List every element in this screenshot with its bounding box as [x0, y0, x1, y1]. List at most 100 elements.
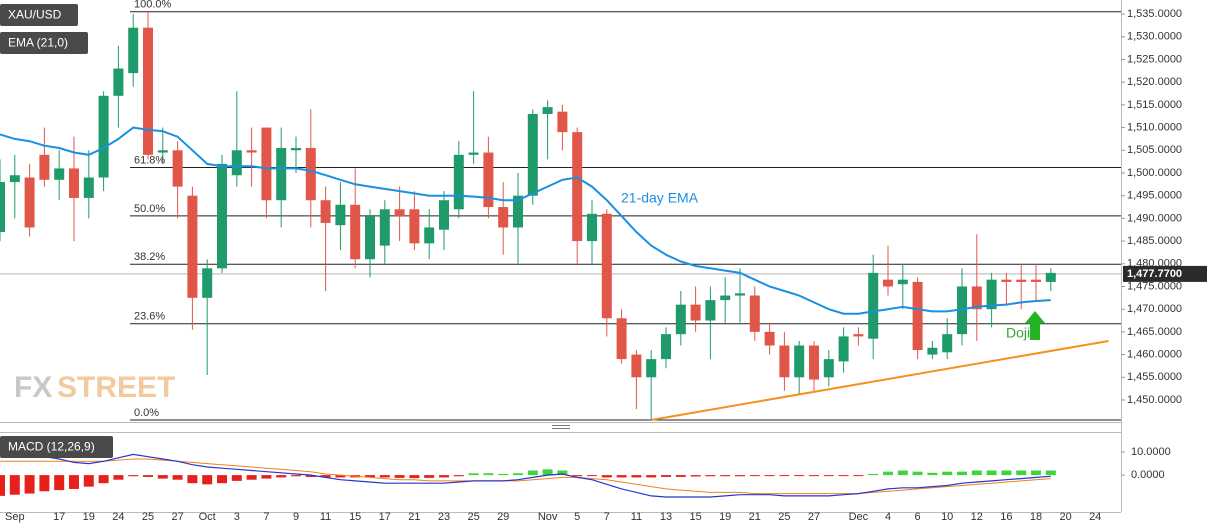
x-tick-label: Dec	[849, 511, 869, 523]
splitter[interactable]	[552, 425, 570, 429]
x-tick-label: 10	[941, 511, 953, 523]
x-tick-label: 7	[604, 511, 610, 523]
candle-body	[217, 163, 227, 269]
y-tick-label: 1,520.0000	[1127, 76, 1182, 88]
candle-body	[187, 195, 198, 298]
macd-histogram-bar	[513, 473, 523, 476]
candle-body	[24, 177, 35, 228]
candle-body	[246, 150, 257, 153]
candle-body	[1031, 279, 1041, 282]
macd-histogram-bar	[69, 475, 79, 489]
macd-histogram-bar	[424, 475, 435, 478]
candle-body	[646, 359, 657, 378]
candle-body	[809, 345, 819, 380]
candle-body	[9, 175, 20, 183]
x-tick-label: 6	[915, 511, 921, 523]
macd-histogram-bar	[868, 473, 879, 476]
candle-body	[305, 148, 316, 201]
x-tick-label: 13	[660, 511, 672, 523]
x-tick-label: 27	[171, 511, 183, 523]
candle-body	[764, 331, 775, 346]
macd-histogram-bar	[157, 475, 168, 479]
candle-body	[883, 279, 893, 287]
candle-body	[957, 286, 967, 335]
macd-histogram-bar	[98, 475, 109, 484]
macd-histogram-bar	[365, 475, 375, 478]
ema-annotation: 21-day EMA	[621, 190, 699, 206]
macd-histogram-bar	[735, 475, 745, 477]
macd-histogram-bar	[838, 475, 849, 477]
candle-body	[794, 345, 805, 378]
fib-label: 23.6%	[134, 311, 165, 323]
macd-histogram-bar	[128, 475, 139, 477]
y-tick-label: 1,530.0000	[1127, 31, 1182, 43]
x-tick-label: 15	[689, 511, 701, 523]
x-tick-label: 23	[438, 511, 450, 523]
macd-histogram-bar	[705, 475, 716, 477]
y-tick-label: 1,475.0000	[1127, 280, 1182, 292]
candle-body	[172, 150, 183, 187]
fib-label: 100.0%	[134, 0, 172, 11]
macd-histogram-bar	[646, 475, 657, 478]
candle-body	[601, 213, 612, 319]
x-tick-label: Nov	[538, 511, 558, 523]
macd-title: MACD (12,26,9)	[8, 440, 95, 454]
candle-body	[83, 177, 94, 198]
candle-body	[616, 318, 627, 360]
x-tick-label: 4	[885, 511, 891, 523]
candle-body	[838, 336, 849, 362]
x-tick-label: 17	[379, 511, 391, 523]
macd-histogram-bar	[601, 475, 612, 478]
candle-body	[1045, 272, 1056, 282]
y-tick-label: 1,450.0000	[1127, 394, 1182, 406]
candle-body	[54, 168, 65, 180]
candle-body	[335, 204, 346, 226]
doji-annotation: Doji	[1006, 325, 1030, 341]
macd-histogram-bar	[809, 475, 819, 477]
y-tick-label: 1,505.0000	[1127, 144, 1182, 156]
macd-histogram-bar	[661, 475, 671, 477]
candle-body	[542, 107, 553, 114]
macd-histogram-bar	[942, 471, 953, 476]
macd-histogram-bar	[143, 475, 153, 477]
y-tick-label: 1,470.0000	[1127, 303, 1182, 315]
macd-histogram-bar	[986, 470, 997, 476]
fib-label: 38.2%	[134, 251, 165, 263]
x-tick-label: 18	[1030, 511, 1042, 523]
candle-body	[128, 27, 139, 74]
candle-body	[350, 204, 361, 260]
candle-body	[661, 334, 671, 360]
macd-histogram-bar	[335, 475, 346, 478]
candle-body	[853, 334, 864, 337]
last-price-label: 1,477.7700	[1127, 268, 1182, 280]
x-tick-label: 24	[1089, 511, 1101, 523]
candle-body	[231, 150, 242, 176]
y-tick-label: 1,455.0000	[1127, 371, 1182, 383]
candle-body	[823, 359, 834, 378]
macd-histogram-bar	[320, 475, 331, 478]
y-tick-label: 0.0000	[1131, 469, 1165, 481]
macd-histogram-bar	[853, 475, 864, 477]
candle-body	[291, 148, 301, 151]
title-box	[0, 4, 78, 26]
x-tick-label: 17	[53, 511, 65, 523]
macd-histogram-bar	[1045, 470, 1056, 476]
macd-histogram-bar	[927, 472, 938, 476]
macd-histogram-bar	[498, 473, 509, 476]
candle-body	[912, 281, 923, 351]
macd-histogram-bar	[897, 470, 908, 476]
candle-body	[439, 200, 449, 230]
macd-histogram-bar	[794, 475, 805, 477]
macd-panel	[0, 449, 1056, 498]
macd-histogram-bar	[779, 475, 790, 477]
macd-histogram-bar	[1016, 470, 1027, 476]
chart-title: XAU/USD	[8, 8, 62, 22]
legend: XAU/USD EMA (21,0) MACD (12,26,9)	[0, 4, 113, 458]
candle-body	[69, 168, 79, 198]
x-tick-label: 29	[497, 511, 509, 523]
x-tick-label: 11	[631, 511, 642, 523]
candle-body	[779, 345, 790, 378]
fib-label: 61.8%	[134, 154, 165, 166]
candle-body	[424, 227, 435, 244]
macd-histogram-bar	[246, 475, 257, 480]
